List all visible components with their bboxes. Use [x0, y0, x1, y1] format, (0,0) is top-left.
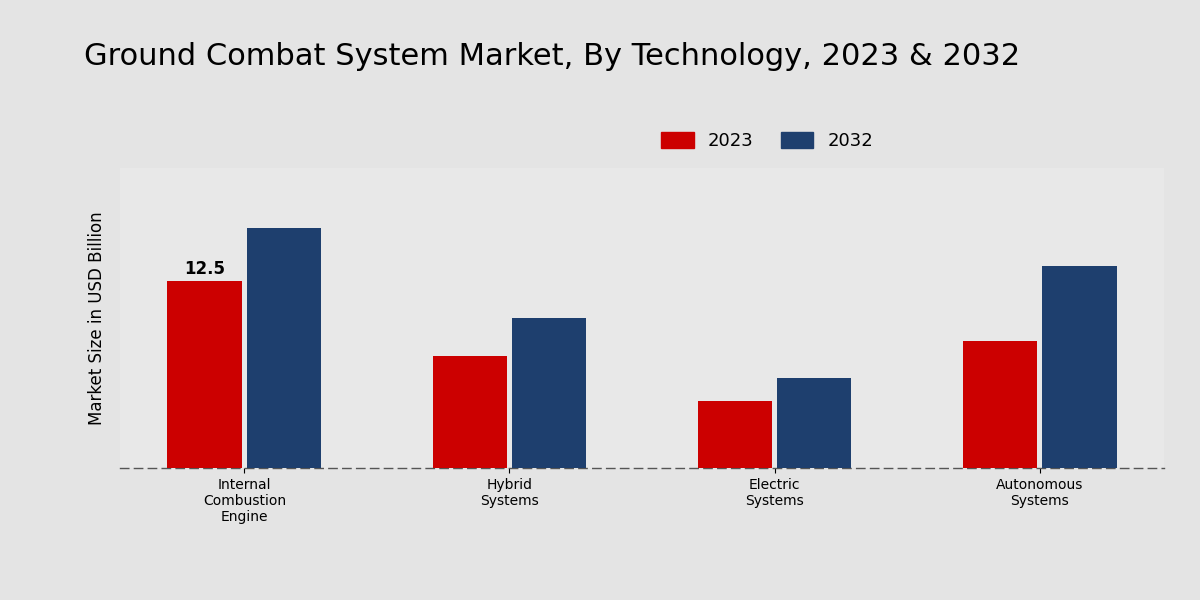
- Bar: [1043, 265, 1116, 468]
- Text: Ground Combat System Market, By Technology, 2023 & 2032: Ground Combat System Market, By Technolo…: [84, 42, 1020, 71]
- Bar: [432, 355, 506, 468]
- Y-axis label: Market Size in USD Billion: Market Size in USD Billion: [88, 211, 106, 425]
- Bar: [168, 280, 241, 468]
- Bar: [962, 340, 1037, 468]
- Bar: [247, 228, 322, 468]
- Bar: [512, 318, 587, 468]
- Bar: [697, 401, 772, 468]
- Legend: 2023, 2032: 2023, 2032: [652, 123, 882, 160]
- Bar: [778, 378, 852, 468]
- Text: 12.5: 12.5: [184, 260, 226, 278]
